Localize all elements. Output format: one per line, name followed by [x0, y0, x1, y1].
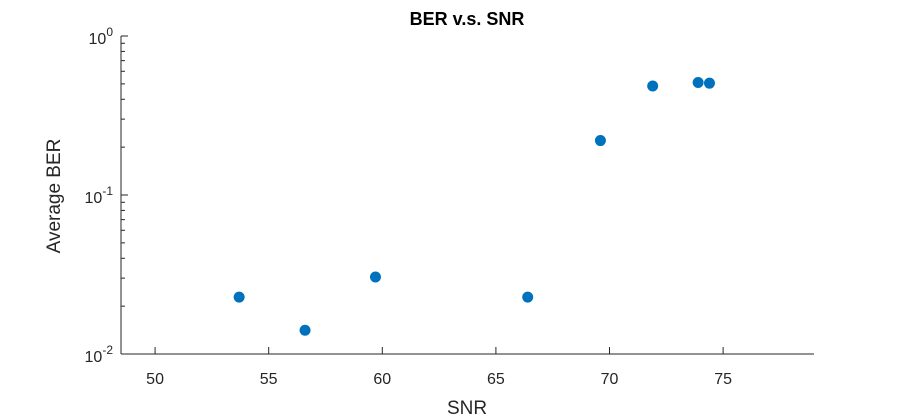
data-point — [369, 271, 381, 283]
data-point — [703, 77, 715, 89]
y-tick-label: 100 — [89, 25, 114, 48]
data-point — [233, 291, 245, 303]
data-point — [522, 291, 534, 303]
y-tick-exponent: 0 — [106, 25, 113, 39]
data-point — [692, 76, 704, 88]
y-tick-base: 10 — [89, 31, 107, 48]
y-tick-base: 10 — [85, 349, 103, 366]
y-tick-base: 10 — [85, 190, 103, 207]
x-tick-label: 65 — [487, 371, 505, 388]
data-points — [233, 76, 715, 336]
data-point — [647, 80, 659, 92]
x-tick-label: 75 — [714, 371, 732, 388]
x-axis-label: SNR — [447, 398, 487, 419]
x-axis-ticks: 50 55 60 65 70 75 — [146, 347, 732, 388]
x-tick-label: 50 — [146, 371, 164, 388]
y-tick-exponent: -1 — [102, 184, 113, 198]
y-tick-label: 10-1 — [85, 184, 114, 207]
y-tick-exponent: -2 — [102, 343, 113, 357]
data-point — [594, 135, 606, 147]
y-tick-label: 10-2 — [85, 343, 114, 366]
chart-title: BER v.s. SNR — [410, 9, 525, 29]
y-axis-label: Average BER — [44, 139, 65, 254]
x-tick-label: 55 — [260, 371, 278, 388]
x-tick-label: 70 — [601, 371, 619, 388]
data-point — [299, 324, 311, 336]
x-tick-label: 60 — [373, 371, 391, 388]
